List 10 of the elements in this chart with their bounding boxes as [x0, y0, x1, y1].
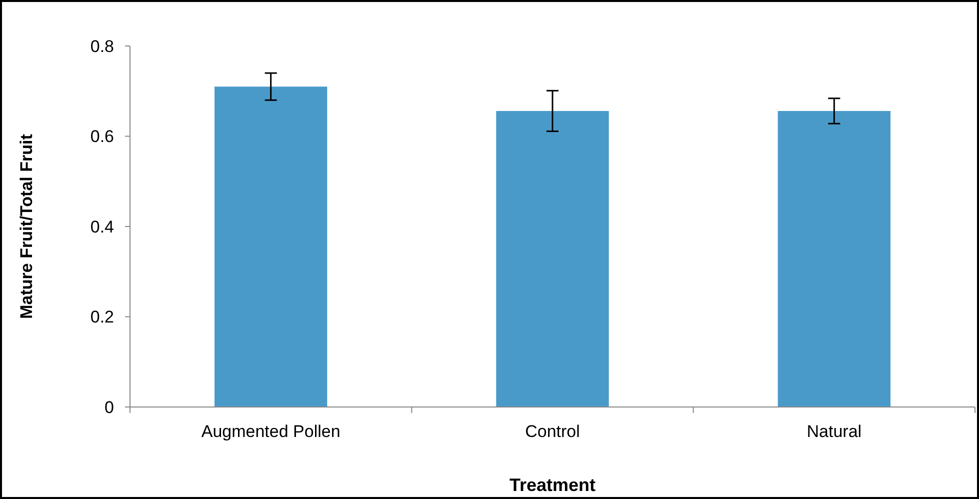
y-tick-label: 0.4 [90, 217, 114, 236]
x-tick-label: Natural [806, 422, 862, 441]
y-tick-label: 0.8 [90, 36, 114, 56]
y-tick-label: 0.2 [90, 308, 114, 327]
y-tick-label: 0.6 [90, 127, 114, 146]
x-tick-label: Control [525, 422, 580, 441]
x-tick-label: Augmented Pollen [201, 422, 340, 441]
x-axis-title: Treatment [509, 475, 596, 495]
y-axis-title: Mature Fruit/Total Fruit [17, 134, 36, 319]
y-tick-label: 0 [104, 398, 114, 417]
